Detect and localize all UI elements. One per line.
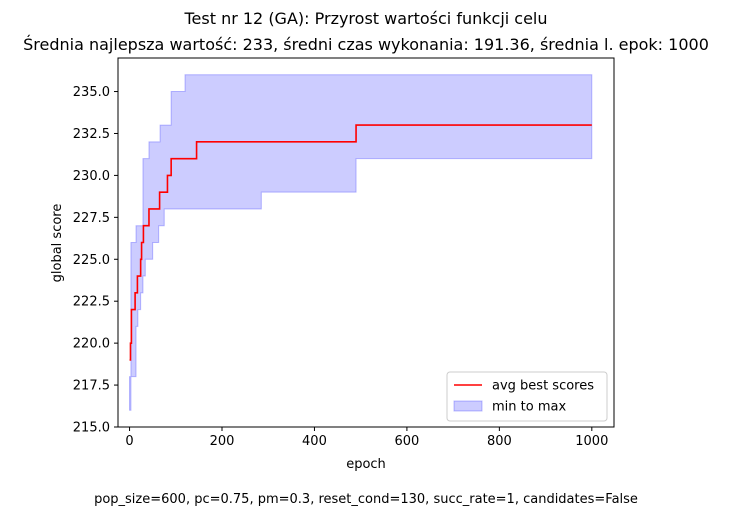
legend-label-min-to-max: min to max xyxy=(492,400,566,415)
legend-box xyxy=(446,371,608,422)
x-tick-label: 600 xyxy=(394,434,419,449)
plot-area: 0 200 400 600 800 1000 215.0 217.5 220.0 222.5 225… xyxy=(73,57,615,449)
y-tick-label: 220.0 xyxy=(73,337,110,352)
x-axis-label: epoch xyxy=(346,457,386,472)
x-tick-label: 400 xyxy=(302,434,327,449)
chart-title: Test nr 12 (GA): Przyrost wartości funkc… xyxy=(183,9,547,28)
x-tick-label: 1000 xyxy=(575,434,608,449)
x-tick-label: 0 xyxy=(125,434,133,449)
plot-frame xyxy=(117,57,615,428)
y-tick-label: 215.0 xyxy=(73,421,110,436)
x-tick-label: 800 xyxy=(487,434,512,449)
band-min-to-max xyxy=(129,74,593,411)
y-tick-label: 232.5 xyxy=(73,127,110,142)
legend-label-avg-best-scores: avg best scores xyxy=(492,379,594,394)
y-tick-label: 217.5 xyxy=(73,379,110,394)
x-tick-label: 200 xyxy=(210,434,235,449)
parameters-footer: pop_size=600, pc=0.75, pm=0.3, reset_con… xyxy=(94,492,638,507)
y-axis-label: global score xyxy=(50,204,65,283)
y-tick-label: 227.5 xyxy=(73,211,110,226)
chart-subtitle: Średnia najlepsza wartość: 233, średni c… xyxy=(23,35,709,54)
y-tick-label: 230.0 xyxy=(73,169,110,184)
legend-swatch-min-to-max xyxy=(453,400,483,412)
y-tick-label: 235.0 xyxy=(73,85,110,100)
y-tick-label: 222.5 xyxy=(73,295,110,310)
y-tick-label: 225.0 xyxy=(73,253,110,268)
series-line-avg-best-scores xyxy=(129,124,592,361)
